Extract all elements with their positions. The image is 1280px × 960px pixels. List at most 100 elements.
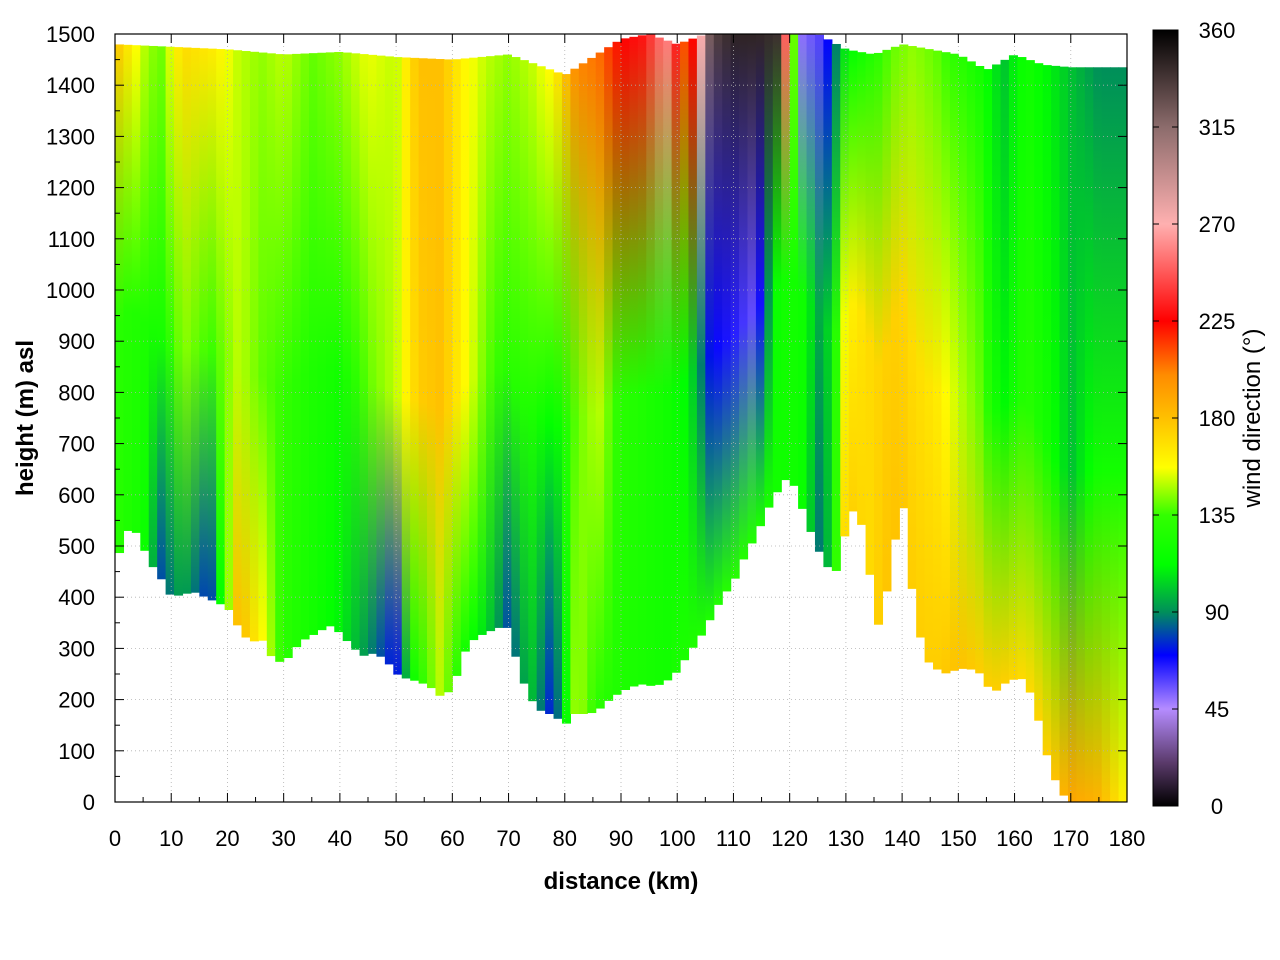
heat-column (199, 48, 209, 597)
x-tick-label: 10 (159, 826, 183, 851)
heat-column (907, 46, 917, 589)
heat-column (933, 50, 943, 670)
x-axis-title: distance (km) (544, 868, 699, 895)
x-tick-label: 170 (1052, 826, 1089, 851)
heat-column (806, 34, 816, 532)
heat-column (545, 69, 555, 714)
heat-column (157, 46, 167, 580)
y-tick-label: 700 (58, 432, 95, 457)
y-tick-label: 1400 (46, 73, 95, 98)
heatmap-field (115, 34, 1128, 802)
heat-column (739, 34, 749, 560)
heat-column (368, 54, 378, 654)
heat-column (857, 52, 867, 525)
heat-column (1084, 67, 1094, 802)
axes: 0 10 20 30 40 50 60 70 80 90 100 110 120 130 140 150 160… (46, 22, 1145, 851)
heat-column (992, 64, 1002, 691)
heat-column (342, 52, 352, 642)
heat-column (224, 49, 234, 611)
heat-column (890, 46, 900, 540)
heat-column (882, 49, 892, 592)
heat-column (384, 56, 394, 665)
x-tick-label: 60 (440, 826, 464, 851)
heat-column (182, 47, 192, 594)
x-tick-label: 150 (940, 826, 977, 851)
heat-column (258, 52, 268, 641)
heat-column (511, 57, 521, 657)
heat-column (469, 57, 479, 641)
heat-column (528, 63, 538, 702)
colorbar: 0 45 90 135 180 225 270 315 360 (1152, 18, 1236, 819)
colorbar-tick-label: 135 (1199, 503, 1236, 528)
heat-column (595, 52, 605, 709)
colorbar-tick-label: 45 (1205, 697, 1229, 722)
heat-column (646, 34, 656, 686)
heat-column (865, 53, 875, 575)
heat-column (275, 54, 285, 662)
heat-column (764, 34, 774, 508)
heat-column (958, 56, 968, 669)
heat-column (443, 59, 453, 693)
heat-column (789, 34, 799, 486)
heat-column (393, 57, 403, 675)
heat-column (266, 53, 276, 657)
heat-column (587, 57, 597, 714)
heat-column (848, 50, 858, 512)
heat-column (1110, 67, 1120, 802)
x-tick-label: 40 (328, 826, 352, 851)
heat-column (570, 68, 580, 715)
heat-column (1051, 65, 1061, 781)
heat-column (1017, 57, 1027, 680)
y-tick-label: 0 (83, 790, 95, 815)
heat-column (486, 56, 496, 632)
heat-column (410, 57, 420, 681)
x-tick-label: 100 (659, 826, 696, 851)
heat-column (140, 45, 150, 551)
heat-column (730, 34, 740, 579)
heat-column (317, 52, 327, 631)
heat-column (427, 58, 437, 689)
heat-column (131, 45, 141, 533)
y-tick-label: 1300 (46, 124, 95, 149)
heat-column (351, 53, 361, 650)
y-tick-label: 800 (58, 380, 95, 405)
heat-column (359, 54, 369, 656)
heat-column (292, 53, 302, 648)
x-tick-label: 120 (771, 826, 808, 851)
x-tick-label: 50 (384, 826, 408, 851)
x-tick-label: 0 (109, 826, 121, 851)
heat-column (216, 49, 226, 605)
heat-column (283, 54, 293, 658)
heat-column (823, 39, 833, 568)
heat-column (1076, 67, 1086, 802)
heat-column (654, 37, 664, 685)
heat-column (874, 52, 884, 625)
heat-column (688, 38, 698, 648)
x-tick-label: 140 (884, 826, 921, 851)
colorbar-tick-label: 315 (1199, 115, 1236, 140)
y-tick-label: 1000 (46, 278, 95, 303)
heat-column (916, 47, 926, 638)
y-tick-label: 400 (58, 585, 95, 610)
heat-column (941, 52, 951, 674)
y-tick-label: 900 (58, 329, 95, 354)
x-tick-label: 130 (828, 826, 865, 851)
heat-column (1008, 55, 1018, 680)
heat-column (174, 47, 184, 596)
heat-column (604, 47, 614, 701)
heat-column (325, 52, 335, 627)
heat-column (722, 34, 732, 592)
heat-column (637, 35, 647, 685)
heat-column (696, 35, 706, 636)
heat-column (123, 44, 133, 531)
heat-column (705, 34, 715, 621)
heat-column (578, 63, 588, 714)
colorbar-tick-label: 225 (1199, 309, 1236, 334)
y-tick-label: 300 (58, 636, 95, 661)
y-tick-label: 1100 (48, 227, 95, 252)
heat-column (115, 44, 125, 554)
heat-column (207, 48, 217, 601)
colorbar-tick-label: 0 (1211, 794, 1223, 819)
heat-column (755, 34, 765, 527)
heat-column (334, 51, 344, 633)
